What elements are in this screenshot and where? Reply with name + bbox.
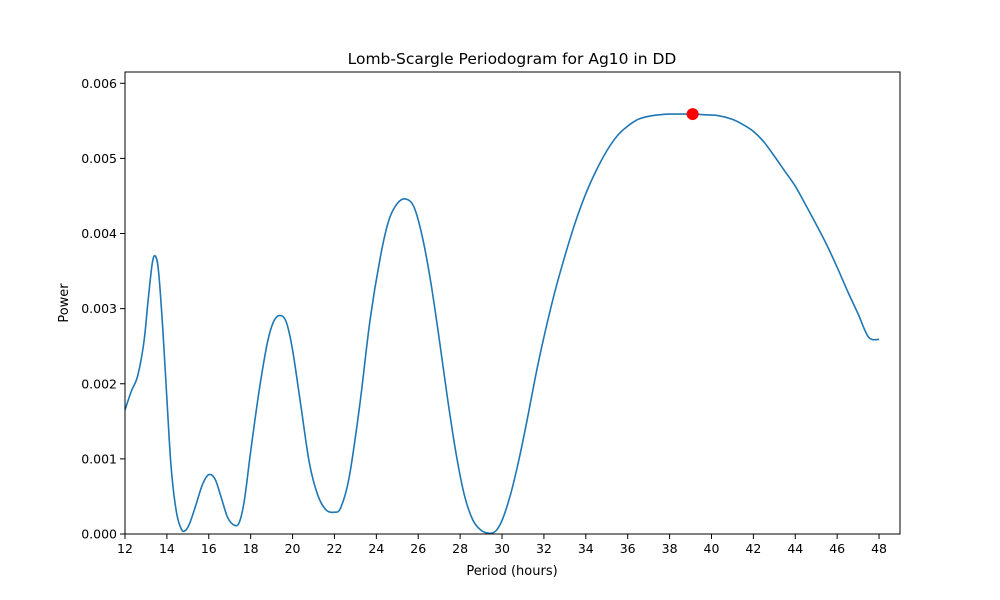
x-tick-label: 46 xyxy=(829,541,845,556)
x-tick-label: 42 xyxy=(745,541,761,556)
x-tick-label: 34 xyxy=(578,541,594,556)
y-tick-label: 0.000 xyxy=(81,527,117,542)
x-tick-label: 18 xyxy=(243,541,259,556)
y-tick-label: 0.002 xyxy=(81,376,117,391)
peak-marker xyxy=(686,108,699,121)
x-tick-label: 22 xyxy=(327,541,343,556)
y-axis-label: Power xyxy=(57,283,72,323)
x-tick-label: 36 xyxy=(620,541,636,556)
y-tick-label: 0.004 xyxy=(81,226,117,241)
plot-area xyxy=(124,71,901,535)
x-tick-label: 24 xyxy=(368,541,384,556)
y-tick-label: 0.005 xyxy=(81,151,117,166)
x-tick-label: 48 xyxy=(871,541,887,556)
series-line xyxy=(124,113,880,535)
x-axis: 12 14 16 18 20 22 24 26 28 30 32 34 36 38 40 42 44 46 48 xyxy=(117,534,887,556)
chart-title: Lomb-Scargle Periodogram for Ag10 in DD xyxy=(348,50,677,68)
x-tick-label: 16 xyxy=(201,541,217,556)
axes-frame xyxy=(124,71,901,535)
x-axis-label: Period (hours) xyxy=(466,564,557,579)
x-tick-label: 32 xyxy=(536,541,552,556)
x-tick-label: 28 xyxy=(452,541,468,556)
y-tick-label: 0.001 xyxy=(81,451,117,466)
marker-layer xyxy=(686,108,699,121)
x-tick-label: 20 xyxy=(285,541,301,556)
y-axis: 0.000 0.001 0.002 0.003 0.004 0.005 0.006 xyxy=(81,76,125,542)
x-tick-label: 38 xyxy=(662,541,678,556)
x-tick-label: 26 xyxy=(410,541,426,556)
axes-background xyxy=(125,72,900,534)
y-tick-label: 0.006 xyxy=(81,76,117,91)
x-tick-label: 30 xyxy=(494,541,510,556)
x-tick-label: 12 xyxy=(117,541,133,556)
x-tick-label: 44 xyxy=(787,541,803,556)
y-tick-label: 0.003 xyxy=(81,301,117,316)
x-tick-label: 14 xyxy=(159,541,175,556)
x-tick-label: 40 xyxy=(704,541,720,556)
series-layer xyxy=(124,113,880,535)
